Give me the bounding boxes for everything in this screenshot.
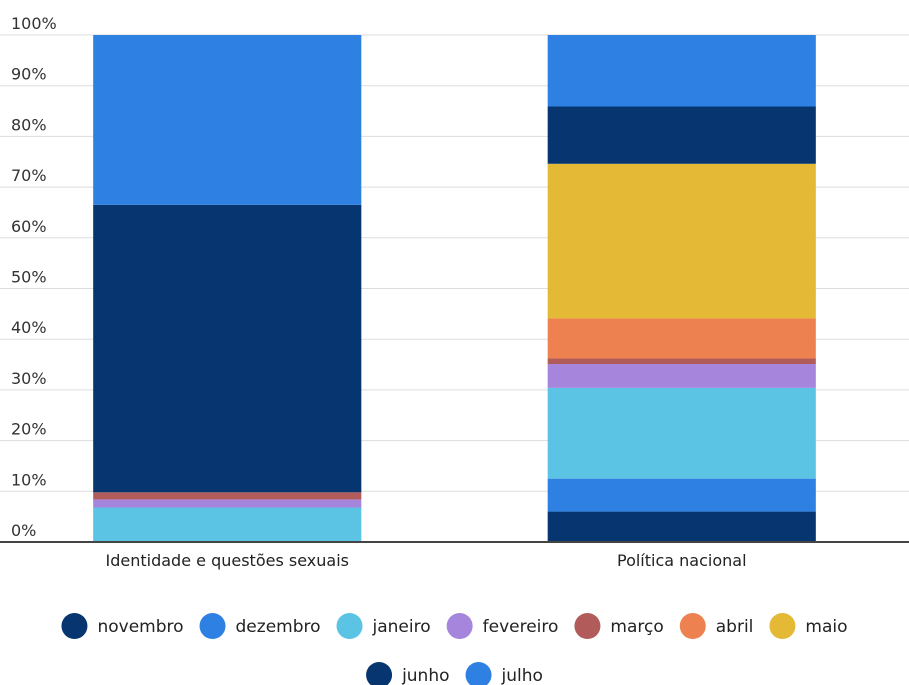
y-tick-label: 80% (11, 115, 47, 134)
bar-segment-junho-1[interactable] (547, 106, 816, 164)
legend-label: janeiro (372, 617, 431, 637)
legend-item-fevereiro[interactable]: fevereiro (446, 613, 559, 639)
legend-marker (574, 613, 601, 639)
y-tick-label: 50% (11, 268, 47, 287)
bar-segment-fevereiro-1[interactable] (547, 364, 816, 388)
y-tick-label: 60% (11, 217, 47, 236)
bar-segment-julho-1[interactable] (547, 35, 816, 107)
legend-item-maio[interactable]: maio (769, 613, 848, 639)
legend-label: novembro (97, 617, 183, 637)
bar-segment-janeiro-1[interactable] (547, 387, 816, 479)
bar-segment-janeiro-0[interactable] (93, 507, 362, 542)
legend-item-novembro[interactable]: novembro (61, 613, 184, 639)
y-tick-label: 70% (11, 166, 47, 185)
legend-marker (61, 613, 88, 639)
x-tick-label: Identidade e questões sexuais (106, 551, 349, 570)
legend-item-junho[interactable]: junho (366, 662, 450, 685)
legend-label: dezembro (236, 617, 321, 637)
bar-segment-março-1[interactable] (547, 358, 816, 365)
y-tick-label: 0% (11, 521, 36, 540)
x-tick-label: Política nacional (617, 551, 747, 570)
legend-item-dezembro[interactable]: dezembro (199, 613, 321, 639)
legend-label: abril (716, 617, 754, 637)
y-tick-label: 10% (11, 470, 47, 489)
y-axis-ticks: 0% 10% 20% 30% 40% 50% 60% 70% 80% 90% 100% (11, 14, 57, 540)
bar-segment-dezembro-1[interactable] (547, 478, 816, 512)
legend-label: março (610, 617, 663, 637)
legend-marker (465, 662, 492, 685)
legend-marker (336, 613, 363, 639)
legend-label: junho (401, 666, 449, 685)
legend-label: fevereiro (483, 617, 559, 637)
legend-marker (446, 613, 473, 639)
legend-item-julho[interactable]: julho (465, 662, 543, 685)
legend-label: maio (805, 617, 847, 637)
bar-segment-abril-1[interactable] (547, 318, 816, 359)
bar-segment-março-0[interactable] (93, 492, 362, 500)
bars (93, 35, 816, 542)
y-tick-label: 90% (11, 65, 47, 84)
y-tick-label: 20% (11, 420, 47, 439)
y-tick-label: 40% (11, 318, 47, 337)
bar-segment-maio-1[interactable] (547, 163, 816, 319)
legend-item-janeiro[interactable]: janeiro (336, 613, 431, 639)
y-tick-label: 100% (11, 14, 57, 33)
legend-marker (679, 613, 706, 639)
y-tick-label: 30% (11, 369, 47, 388)
x-axis-ticks: Identidade e questões sexuais Política na… (106, 551, 747, 570)
legend: novembro dezembro janeiro fevereiro março abr… (61, 613, 848, 685)
legend-label: julho (501, 666, 543, 685)
legend-item-março[interactable]: março (574, 613, 664, 639)
bar-segment-julho-0[interactable] (93, 35, 362, 205)
bar-segment-fevereiro-0[interactable] (93, 499, 362, 508)
legend-item-abril[interactable]: abril (679, 613, 754, 639)
legend-marker (199, 613, 226, 639)
bar-segment-junho-0[interactable] (93, 204, 362, 493)
bar-segment-novembro-1[interactable] (547, 511, 816, 542)
legend-marker (769, 613, 796, 639)
legend-marker (366, 662, 393, 685)
